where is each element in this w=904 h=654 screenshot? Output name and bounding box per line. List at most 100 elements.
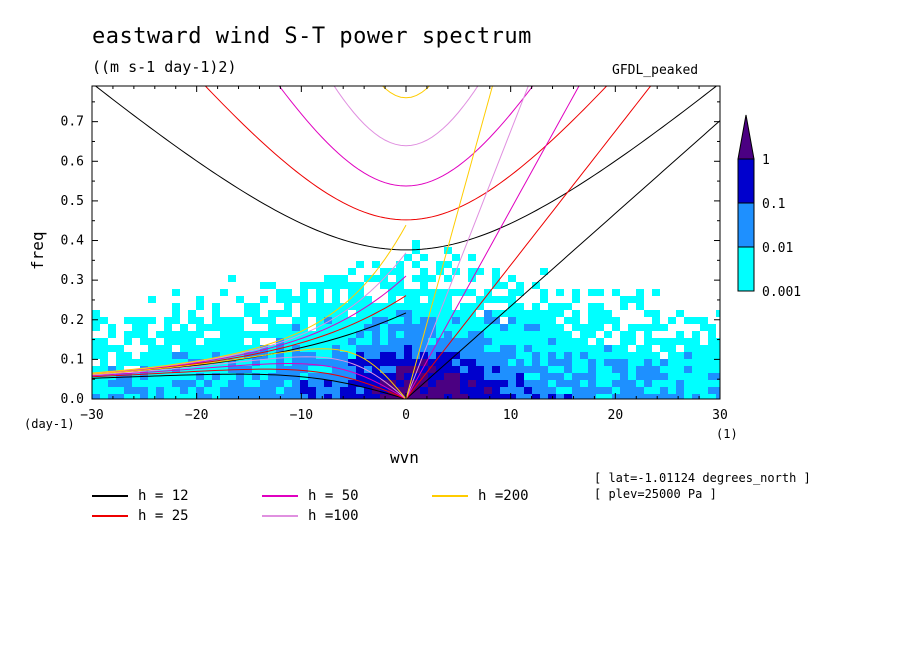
heatmap-cell — [188, 352, 196, 359]
heatmap-cell — [420, 317, 428, 324]
heatmap-cell — [148, 380, 156, 387]
heatmap-cell — [452, 254, 460, 261]
heatmap-cell — [548, 324, 556, 331]
chart-units: ((m s-1 day-1)2) — [92, 58, 237, 76]
heatmap-cell — [260, 359, 268, 366]
heatmap-cell — [468, 289, 476, 296]
heatmap-cell — [532, 366, 540, 373]
heatmap-cell — [476, 303, 484, 310]
heatmap-cell — [468, 373, 476, 380]
heatmap-cell — [420, 282, 428, 289]
heatmap-cell — [612, 359, 620, 366]
heatmap-cell — [124, 317, 132, 324]
heatmap-cell — [180, 338, 188, 345]
heatmap-cell — [636, 289, 644, 296]
heatmap-cell — [492, 331, 500, 338]
heatmap-cell — [300, 387, 308, 394]
heatmap-cell — [660, 324, 668, 331]
heatmap-cell — [420, 352, 428, 359]
heatmap-cell — [460, 366, 468, 373]
heatmap-cell — [452, 394, 460, 399]
heatmap-cell — [540, 359, 548, 366]
heatmap-cell — [508, 366, 516, 373]
heatmap-cell — [108, 380, 116, 387]
heatmap-cell — [164, 380, 172, 387]
heatmap-cell — [684, 352, 692, 359]
heatmap-cell — [580, 387, 588, 394]
heatmap-cell — [348, 366, 356, 373]
heatmap-cell — [460, 373, 468, 380]
heatmap-cell — [116, 373, 124, 380]
heatmap-cell — [348, 387, 356, 394]
heatmap-cell — [684, 359, 692, 366]
heatmap-cell — [316, 282, 324, 289]
heatmap-cell — [300, 282, 308, 289]
heatmap-cell — [676, 359, 684, 366]
heatmap-cell — [532, 359, 540, 366]
heatmap-cell — [620, 380, 628, 387]
heatmap-cell — [500, 345, 508, 352]
heatmap-cell — [300, 310, 308, 317]
heatmap-cell — [260, 296, 268, 303]
heatmap-cell — [612, 324, 620, 331]
heatmap-cell — [524, 338, 532, 345]
heatmap-cell — [452, 387, 460, 394]
heatmap-cell — [492, 268, 500, 275]
heatmap-cell — [452, 373, 460, 380]
heatmap-cell — [468, 394, 476, 399]
heatmap-cell — [396, 275, 404, 282]
heatmap-cell — [468, 254, 476, 261]
heatmap-cell — [460, 345, 468, 352]
heatmap-cell — [540, 352, 548, 359]
dispersion-curves — [92, 86, 720, 399]
heatmap-cell — [348, 317, 356, 324]
heatmap-cell — [316, 394, 324, 399]
heatmap-cell — [404, 289, 412, 296]
heatmap-cell — [548, 359, 556, 366]
heatmap-cell — [436, 310, 444, 317]
heatmap-cell — [436, 387, 444, 394]
heatmap-cell — [132, 317, 140, 324]
heatmap-cell — [372, 324, 380, 331]
heatmap-cell — [284, 380, 292, 387]
heatmap-cell — [556, 331, 564, 338]
heatmap-cell — [404, 310, 412, 317]
heatmap-cell — [524, 380, 532, 387]
y-tick-label: 0.4 — [61, 234, 85, 249]
heatmap-cell — [612, 352, 620, 359]
heatmap-cell — [156, 380, 164, 387]
heatmap-cell — [532, 317, 540, 324]
heatmap-cell — [588, 352, 596, 359]
heatmap-cell — [348, 268, 356, 275]
heatmap-cell — [644, 394, 652, 399]
heatmap-cell — [716, 366, 720, 373]
heatmap-cell — [580, 373, 588, 380]
heatmap-cell — [564, 380, 572, 387]
heatmap-cell — [156, 373, 164, 380]
heatmap-cell — [500, 324, 508, 331]
heatmap-cell — [556, 366, 564, 373]
heatmap-cell — [316, 317, 324, 324]
heatmap-cell — [564, 359, 572, 366]
heatmap-cell — [348, 359, 356, 366]
heatmap-cell — [476, 352, 484, 359]
heatmap-cell — [356, 359, 364, 366]
heatmap-cell — [204, 394, 212, 399]
heatmap-cell — [276, 373, 284, 380]
heatmap-cell — [540, 296, 548, 303]
heatmap-cell — [580, 331, 588, 338]
heatmap-cell — [364, 366, 372, 373]
heatmap-cell — [332, 296, 340, 303]
heatmap-cell — [172, 303, 180, 310]
heatmap-cell — [444, 380, 452, 387]
heatmap-cell — [348, 373, 356, 380]
heatmap-cell — [412, 310, 420, 317]
heatmap-cell — [484, 387, 492, 394]
heatmap-cell — [236, 373, 244, 380]
heatmap-cell — [420, 338, 428, 345]
kelvin-curve-h100 — [405, 86, 529, 399]
heatmap-cell — [492, 366, 500, 373]
heatmap-cell — [620, 303, 628, 310]
heatmap-cell — [572, 352, 580, 359]
heatmap-cell — [436, 394, 444, 399]
